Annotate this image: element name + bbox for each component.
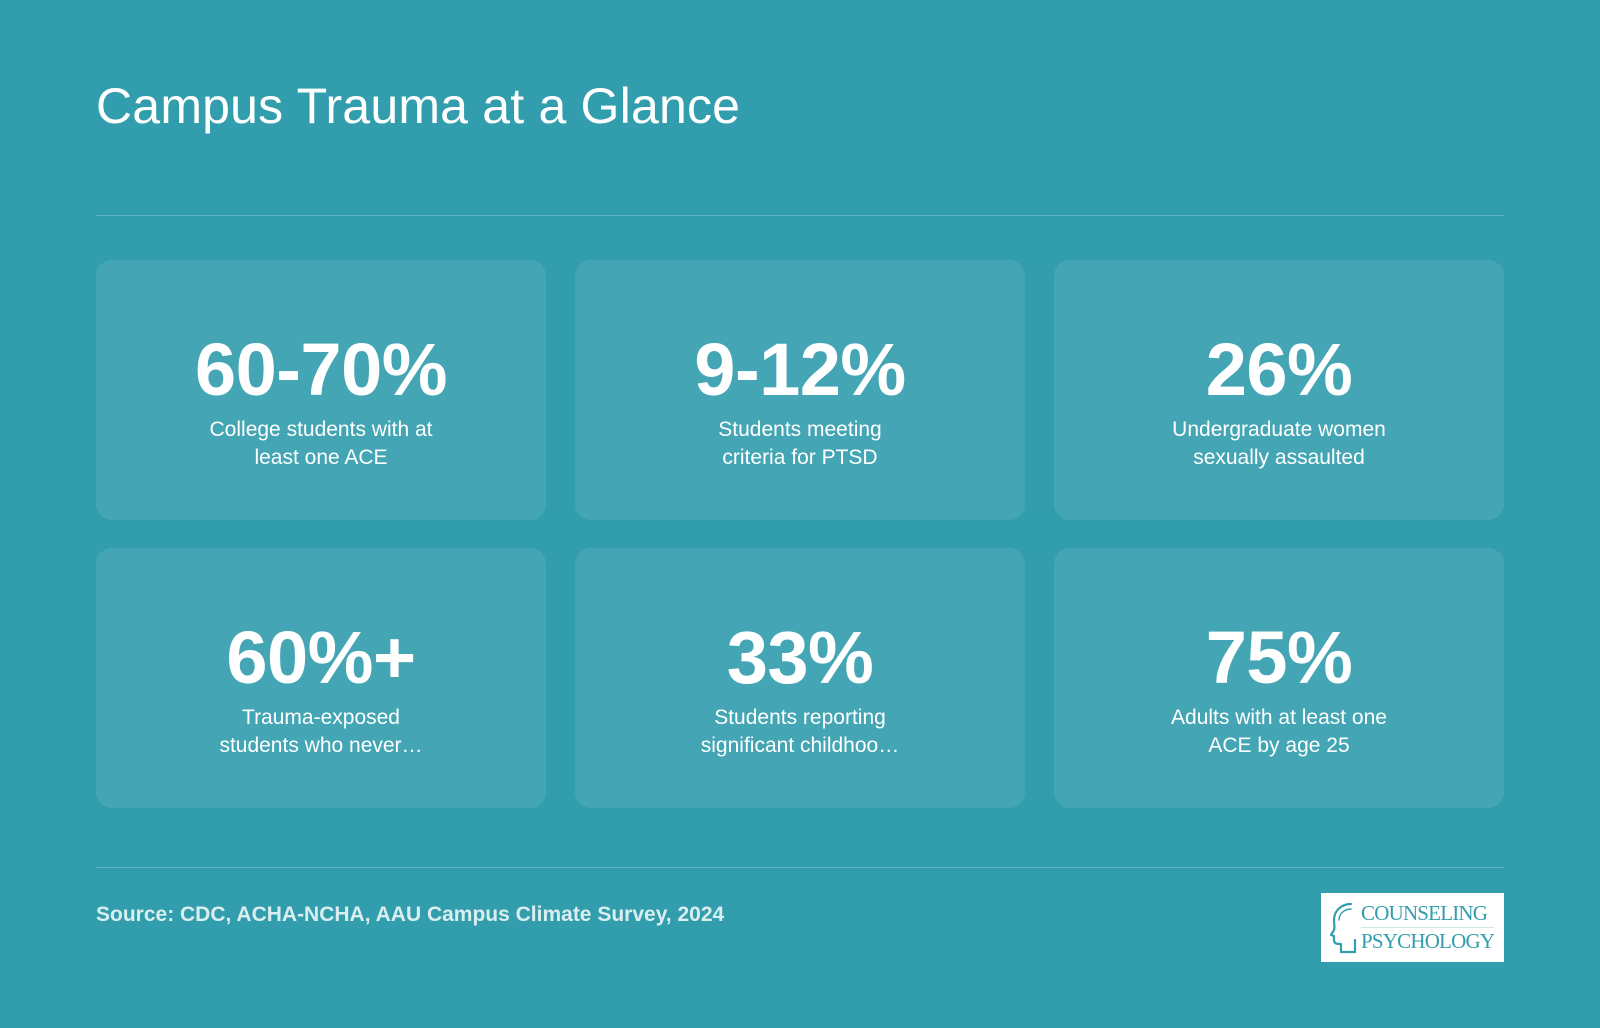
head-profile-icon [1329, 902, 1357, 953]
stat-label: Adults with at least one ACE by age 25 [1171, 706, 1387, 757]
stat-card: 75% Adults with at least one ACE by age … [1054, 548, 1504, 808]
stat-card: 60%+ Trauma-exposed students who never… [96, 548, 546, 808]
logo-text-line1: COUNSELING [1361, 903, 1495, 928]
stat-label: Trauma-exposed students who never… [219, 706, 423, 757]
stat-value: 75% [1205, 616, 1353, 699]
stat-card: 26% Undergraduate women sexually assault… [1054, 260, 1504, 520]
stat-card: 9-12% Students meeting criteria for PTSD [575, 260, 1025, 520]
stat-label: Undergraduate women sexually assaulted [1172, 418, 1386, 469]
header-divider [96, 215, 1504, 216]
stat-value: 60-70% [194, 328, 448, 411]
stat-value: 60%+ [226, 616, 416, 699]
stats-grid: 60-70% College students with at least on… [96, 260, 1504, 808]
stat-label: Students meeting criteria for PTSD [718, 418, 882, 469]
stat-label: College students with at least one ACE [209, 418, 433, 469]
footer-divider [96, 867, 1504, 868]
counseling-psychology-logo: COUNSELING PSYCHOLOGY [1321, 893, 1504, 962]
source-text: Source: CDC, ACHA-NCHA, AAU Campus Clima… [96, 903, 725, 926]
page-title: Campus Trauma at a Glance [96, 78, 741, 134]
stat-label: Students reporting significant childhoo… [700, 706, 900, 757]
logo-text-line2: PSYCHOLOGY [1361, 929, 1495, 953]
stat-card: 60-70% College students with at least on… [96, 260, 546, 520]
stat-value: 26% [1205, 328, 1353, 411]
stat-card: 33% Students reporting significant child… [575, 548, 1025, 808]
stat-value: 9-12% [694, 328, 906, 411]
stat-value: 33% [726, 616, 874, 699]
